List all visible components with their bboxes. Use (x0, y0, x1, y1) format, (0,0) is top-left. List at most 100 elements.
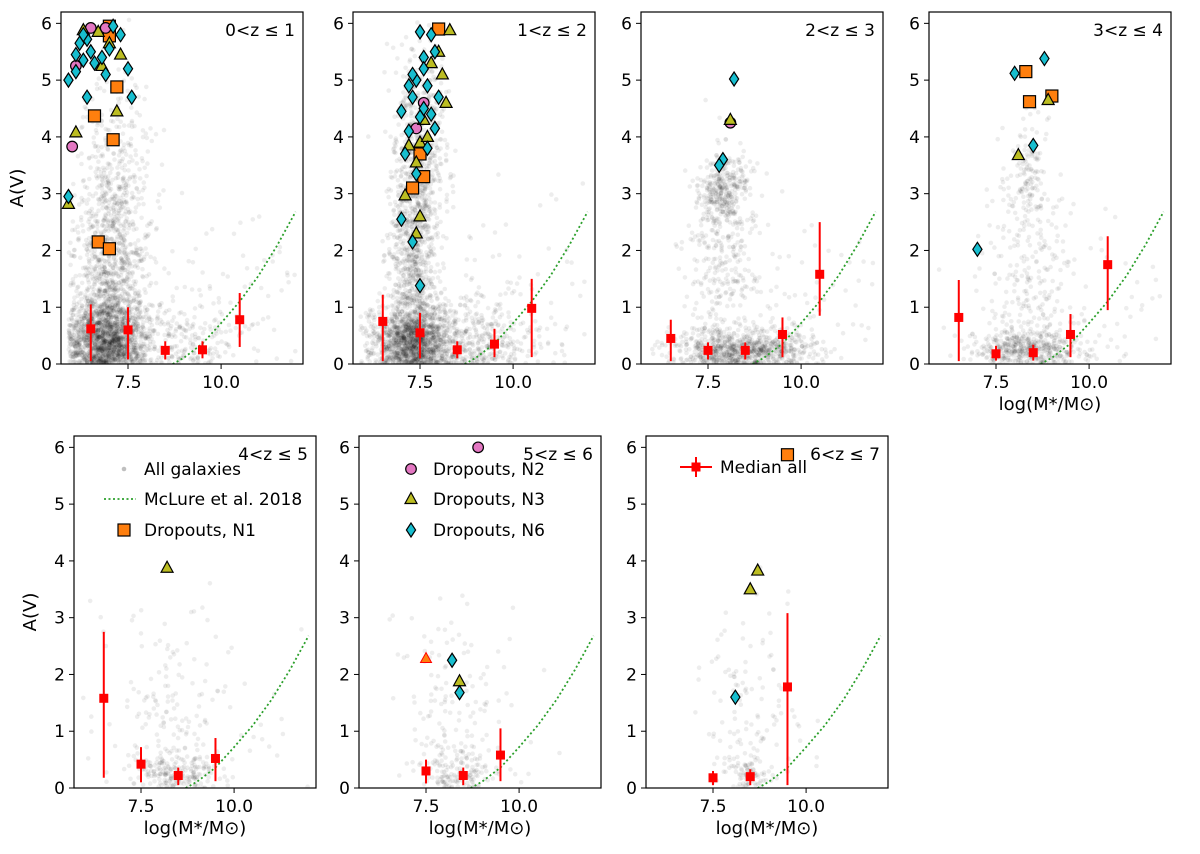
galaxy-point (114, 343, 119, 348)
galaxy-point (99, 344, 104, 350)
galaxy-point (80, 352, 85, 358)
galaxy-point (96, 344, 101, 350)
galaxy-point (94, 81, 100, 87)
galaxy-point (111, 314, 116, 320)
galaxy-point (385, 304, 391, 310)
galaxy-point (67, 332, 73, 338)
galaxy-point (107, 340, 113, 345)
galaxy-point (84, 359, 90, 364)
galaxy-point (115, 348, 120, 353)
galaxy-point (69, 337, 74, 342)
galaxy-point (68, 323, 73, 328)
galaxy-point (97, 341, 103, 346)
galaxy-point (138, 258, 144, 264)
y-tick-label: 4 (41, 128, 52, 148)
galaxy-point (84, 355, 89, 361)
galaxy-point (118, 338, 124, 344)
galaxy-point (93, 308, 99, 314)
galaxy-point (133, 306, 139, 312)
galaxy-point (92, 273, 98, 279)
galaxy-point (105, 218, 111, 224)
galaxy-point (72, 354, 78, 360)
median-point (197, 345, 207, 355)
galaxy-point (182, 311, 187, 317)
galaxy-point (76, 346, 81, 352)
galaxy-point (116, 330, 122, 336)
galaxy-point (100, 280, 106, 285)
galaxy-point (106, 334, 111, 340)
galaxy-point (108, 340, 113, 345)
galaxy-point (128, 354, 133, 360)
y-tick-label: 2 (41, 241, 52, 261)
galaxy-point (82, 315, 88, 321)
galaxy-point (134, 161, 140, 166)
galaxy-point (109, 357, 115, 362)
galaxy-point (134, 85, 139, 91)
galaxy-point (103, 357, 109, 363)
galaxy-point (117, 306, 123, 312)
galaxy-point (116, 342, 121, 348)
galaxy-point (75, 236, 81, 242)
galaxy-point (74, 360, 79, 364)
galaxy-point (112, 330, 117, 335)
galaxy-point (78, 327, 83, 333)
galaxy-point (103, 342, 109, 348)
galaxy-point (103, 320, 108, 326)
galaxy-point (99, 349, 105, 355)
galaxy-point (114, 347, 120, 353)
galaxy-point (154, 360, 159, 364)
galaxy-point (423, 269, 429, 275)
galaxy-point (121, 334, 126, 340)
galaxy-point (104, 348, 109, 354)
galaxy-point (126, 159, 132, 165)
galaxy-point (93, 345, 99, 350)
galaxy-point (131, 347, 136, 353)
galaxy-point (393, 339, 399, 345)
galaxy-point (103, 360, 109, 364)
galaxy-point (107, 338, 113, 343)
galaxy-point (71, 343, 76, 349)
galaxy-point (118, 96, 124, 101)
galaxy-point (105, 161, 111, 166)
galaxy-point (85, 319, 91, 324)
galaxy-point (107, 305, 112, 310)
galaxy-point (115, 201, 120, 207)
galaxy-point (391, 208, 396, 214)
galaxy-point (134, 351, 139, 356)
galaxy-point (123, 339, 128, 344)
galaxy-point (147, 320, 153, 325)
galaxy-point (380, 238, 385, 244)
galaxy-point (91, 135, 96, 140)
galaxy-point (139, 156, 145, 161)
galaxy-point (403, 312, 409, 317)
galaxy-point (74, 323, 79, 329)
galaxy-point (104, 346, 109, 351)
galaxy-point (94, 309, 99, 314)
galaxy-point (97, 359, 103, 364)
galaxy-point (102, 288, 107, 294)
galaxy-point (70, 307, 75, 312)
galaxy-point (103, 348, 108, 353)
galaxy-point (106, 311, 112, 316)
galaxy-point (92, 279, 98, 285)
galaxy-point (189, 287, 195, 292)
galaxy-point (106, 359, 111, 364)
galaxy-point (107, 293, 113, 299)
galaxy-point (97, 347, 102, 353)
galaxy-point (106, 338, 112, 344)
galaxy-point (96, 352, 102, 358)
galaxy-point (119, 346, 124, 351)
galaxy-point (212, 318, 217, 323)
galaxy-point (79, 349, 84, 355)
galaxy-point (155, 314, 160, 319)
galaxy-point (81, 333, 86, 339)
galaxy-point (74, 336, 79, 342)
galaxy-point (80, 114, 86, 120)
galaxy-point (140, 350, 146, 355)
galaxy-point (112, 331, 118, 337)
galaxy-point (96, 359, 102, 364)
galaxy-point (76, 331, 82, 337)
galaxy-point (156, 355, 161, 360)
galaxy-point (93, 360, 99, 364)
galaxy-point (161, 127, 167, 133)
